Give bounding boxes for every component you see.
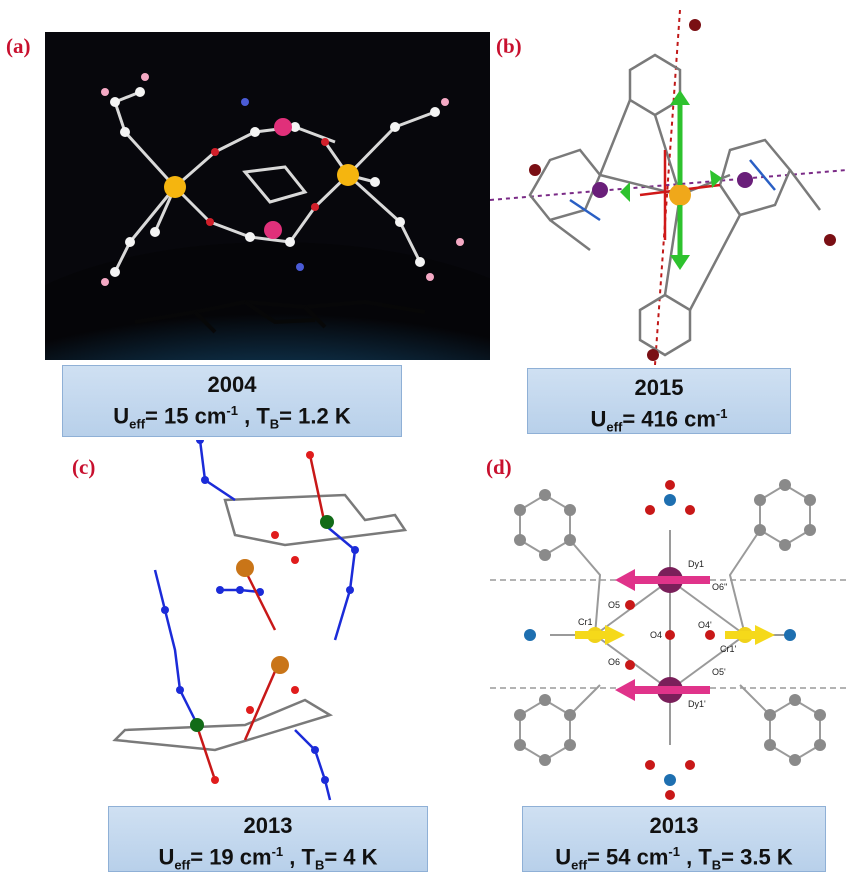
molecular-structure-c [112,440,408,801]
caption-year: 2013 [649,813,699,838]
atom-label: O4 [650,630,662,640]
caption-d: 2013 Ueff= 54 cm-1 , TB= 3.5 K [522,806,826,873]
atom-label: Dy1 [688,559,704,569]
panel-label-a: (a) [6,34,31,58]
atom-label: O6 [608,657,620,667]
molecular-structure-d: Dy1 O6'' O5 Cr1 O4 O4' Cr1' O6 O5' Dy1' [490,479,847,800]
atom-label: Dy1' [688,699,706,709]
caption-values: Ueff= 54 cm-1 , TB= 3.5 K [555,844,793,873]
atom-label: O5' [712,667,726,677]
atom-label: O4' [698,620,712,630]
atom-label: O5 [608,600,620,610]
caption-year: 2013 [243,813,293,838]
caption-a: 2004 Ueff= 15 cm-1 , TB= 1.2 K [62,365,402,437]
caption-values: Ueff= 15 cm-1 , TB= 1.2 K [113,403,351,432]
caption-year: 2015 [634,375,684,400]
panel-label-d: (d) [486,455,512,479]
molecular-structure-a [45,32,490,360]
caption-b: 2015 Ueff= 416 cm-1 [527,368,791,435]
molecular-structure-b [490,10,847,365]
atom-label: Cr1 [578,617,593,627]
caption-values: Ueff= 416 cm-1 [590,406,728,435]
atom-label: Cr1' [720,644,737,654]
atom-label: O6'' [712,582,728,592]
panel-label-b: (b) [496,34,522,58]
caption-c: 2013 Ueff= 19 cm-1 , TB= 4 K [108,806,428,873]
panel-label-c: (c) [72,455,96,479]
caption-year: 2004 [207,372,257,397]
caption-values: Ueff= 19 cm-1 , TB= 4 K [158,844,378,873]
